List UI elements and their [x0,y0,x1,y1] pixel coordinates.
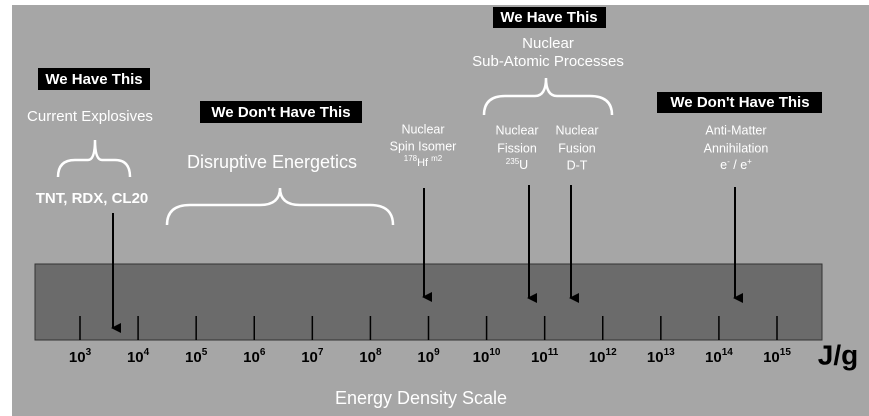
tick-base: 10 [69,349,86,366]
entry-line: D-T [567,158,588,172]
tick-label: 107 [301,347,324,366]
tick-base: 10 [589,349,606,366]
tick-base: 10 [127,349,144,366]
entry-line: Fusion [558,141,596,155]
sign: - [727,157,730,166]
badge [657,92,822,113]
tick-label: 108 [359,347,382,366]
separator: / e [730,158,747,172]
tick-exp: 6 [260,347,266,358]
isotope: 178Hf m2 [404,154,443,169]
state: m2 [431,154,443,163]
entry-line: Annihilation [704,141,769,155]
tick-exp: 14 [722,347,734,358]
entry-line: Spin Isomer [390,139,457,153]
tick-base: 10 [417,349,434,366]
tick-label: 109 [417,347,440,366]
group-title: Sub-Atomic Processes [472,53,624,70]
tick-exp: 4 [144,347,150,358]
mass: 235 [506,157,520,166]
group-title: Current Explosives [27,108,153,125]
tick-exp: 8 [376,347,382,358]
tick-label: 1010 [473,347,501,366]
tick-exp: 7 [318,347,324,358]
tick-base: 10 [647,349,664,366]
items: TNT, RDX, CL20 [36,190,149,207]
scale-title: Energy Density Scale [335,388,507,408]
brace [482,77,614,116]
tick-base: 10 [301,349,318,366]
tick-label: 106 [243,347,266,366]
brace [165,187,395,226]
sign: + [747,157,752,166]
isotope: 235U [506,157,528,172]
unit: J/g [818,339,858,370]
tick-label: 1011 [531,347,559,366]
entry-line: Anti-Matter [705,123,766,137]
entry-line: Nuclear [555,123,598,137]
tick-exp: 9 [434,347,440,358]
tick-base: 10 [763,349,780,366]
tick-exp: 15 [780,347,792,358]
badge [38,68,150,90]
tick-exp: 13 [664,347,676,358]
tick-exp: 3 [86,347,92,358]
background [12,5,869,416]
tick-label: 104 [127,347,150,366]
tick-base: 10 [243,349,260,366]
tick-exp: 11 [548,347,559,358]
particle: e [720,158,727,172]
tick-exp: 10 [489,347,501,358]
tick-label: 1015 [763,347,791,366]
entry-line: Nuclear [495,123,538,137]
tick-label: 1013 [647,347,675,366]
particles: e- / e+ [720,157,752,172]
tick-label: 1014 [705,347,733,366]
element: U [519,158,528,172]
badge [200,101,362,123]
tick-base: 10 [185,349,202,366]
brace [56,139,132,178]
group-title: Disruptive Energetics [187,152,357,172]
entry-line: Nuclear [401,122,444,136]
tick-label: 105 [185,347,208,366]
ticks: 103 104 105 106 107 108 109 1010 1011 1012 1013 101… [69,316,791,366]
tick-label: 103 [69,347,92,366]
tick-base: 10 [531,349,548,366]
tick-exp: 12 [606,347,618,358]
mass: 178 [404,154,418,163]
tick-base: 10 [705,349,722,366]
tick-exp: 5 [202,347,208,358]
status: We Don't Have This [670,94,809,111]
badge [493,7,606,28]
tick-label: 1012 [589,347,617,366]
entry-line: Fission [497,141,537,155]
status: We Don't Have This [211,104,350,121]
status: We Have This [45,71,142,88]
group-title: Nuclear [522,35,574,52]
tick-base: 10 [359,349,376,366]
element: Hf [417,157,429,169]
status: We Have This [500,9,597,26]
tick-base: 10 [473,349,490,366]
